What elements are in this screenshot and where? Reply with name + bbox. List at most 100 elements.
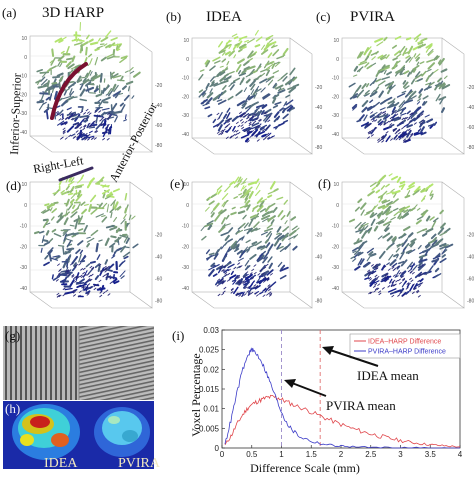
chart-x-tick-label: 0.5	[246, 450, 258, 459]
panel-b-field: 10 0 -10 -20 -30 -40 -20 -40 -60 -80	[182, 29, 322, 155]
panel-d-label: (d)	[6, 178, 21, 193]
panel-c-label: (c)	[316, 9, 330, 24]
svg-text:0: 0	[186, 57, 189, 63]
svg-text:0: 0	[24, 55, 27, 61]
chart-x-tick-label: 4	[458, 450, 463, 459]
svg-text:-10: -10	[182, 224, 189, 230]
chart-x-tick-label: 1	[279, 450, 284, 459]
svg-text:-40: -40	[155, 103, 162, 109]
tag-image-right	[79, 326, 154, 400]
chart-y-tick-label: 0.03	[203, 326, 219, 335]
svg-text:-40: -40	[467, 105, 474, 111]
svg-text:-80: -80	[155, 143, 162, 149]
legend-entry-pvira: PVIRA–HARP Difference	[368, 349, 446, 356]
svg-text:-20: -20	[315, 85, 322, 91]
svg-text:-10: -10	[332, 224, 339, 230]
chart-x-axis-label: Difference Scale (mm)	[250, 461, 360, 475]
chart-y-tick-label: 0.015	[199, 385, 220, 394]
chart-x-tick-label: 1.5	[306, 450, 318, 459]
svg-text:10: 10	[183, 38, 189, 44]
panel-e-field: 10 0 -10 -20 -30 -40 -20 -40 -60 -80	[182, 176, 322, 309]
chart-y-tick-label: 0.025	[199, 346, 220, 355]
chart-y-tick-label: 0	[215, 444, 220, 453]
series-idea-harp-line	[224, 394, 461, 448]
svg-text:-40: -40	[20, 130, 27, 136]
chart-x-tick-label: 2	[339, 450, 344, 459]
svg-text:-20: -20	[467, 233, 474, 239]
svg-text:-40: -40	[315, 255, 322, 261]
svg-text:-80: -80	[155, 299, 162, 305]
svg-text:-10: -10	[182, 76, 189, 82]
chart-y-axis-label: Voxel Percentage	[189, 353, 203, 436]
chart-legend: IDEA–HARP Difference PVIRA–HARP Differen…	[349, 333, 461, 359]
svg-text:10: 10	[183, 182, 189, 188]
svg-text:-60: -60	[155, 123, 162, 129]
svg-text:-20: -20	[182, 94, 189, 100]
svg-text:-40: -40	[467, 255, 474, 261]
svg-text:-40: -40	[182, 286, 189, 292]
svg-text:-20: -20	[332, 244, 339, 250]
chart-y-tick-label: 0.005	[199, 424, 220, 433]
chart-y-tick-label: 0.02	[203, 365, 219, 374]
svg-text:-80: -80	[467, 299, 474, 305]
svg-text:-40: -40	[155, 255, 162, 261]
inferior-superior-label: Inferior-Superior	[7, 73, 24, 155]
large-arrow-shaft	[50, 62, 88, 120]
svg-text:-20: -20	[182, 244, 189, 250]
right-left-arrow	[58, 166, 94, 182]
svg-text:-30: -30	[182, 113, 189, 119]
svg-text:-40: -40	[20, 286, 27, 292]
svg-text:-40: -40	[332, 132, 339, 138]
pvira-mean-annotation: PVIRA mean	[326, 398, 396, 413]
idea-map	[12, 404, 80, 460]
svg-text:0: 0	[24, 203, 27, 209]
svg-text:-20: -20	[20, 92, 27, 98]
chart-x-tick-label: 2.5	[365, 450, 377, 459]
chart-x-tick-label: 3	[398, 450, 403, 459]
tag-images-panel	[3, 326, 154, 400]
series-pvira-harp-line	[224, 347, 460, 449]
svg-text:0: 0	[186, 203, 189, 209]
chart-x-tick-label: 3.5	[425, 450, 437, 459]
panel-b-title: IDEA	[206, 9, 242, 25]
svg-text:-60: -60	[315, 277, 322, 283]
svg-text:-80: -80	[315, 299, 322, 305]
panel-b-label: (b)	[166, 9, 181, 24]
panel-a-title: 3D HARP	[42, 5, 104, 21]
svg-text:-10: -10	[20, 74, 27, 80]
panel-i-label: (i)	[172, 328, 184, 343]
panel-f-field: 10 0 -10 -20 -30 -40 -20 -40 -60 -80	[332, 173, 474, 309]
svg-text:-60: -60	[467, 277, 474, 283]
difference-histogram-chart: (i) Difference Scale (mm) Voxel Percenta…	[172, 326, 463, 475]
panel-h-label: (h)	[5, 401, 20, 416]
svg-text:0: 0	[336, 203, 339, 209]
pvira-mean-arrow	[291, 382, 327, 397]
svg-text:10: 10	[333, 182, 339, 188]
panel-f-label: (f)	[318, 176, 331, 191]
legend-entry-idea: IDEA–HARP Difference	[368, 339, 441, 346]
svg-text:-20: -20	[155, 83, 162, 89]
svg-text:-60: -60	[155, 277, 162, 283]
idea-map-caption: IDEA	[44, 456, 78, 471]
idea-mean-arrow	[329, 349, 379, 367]
svg-text:-30: -30	[332, 113, 339, 119]
svg-text:-60: -60	[467, 125, 474, 131]
svg-text:-40: -40	[182, 132, 189, 138]
idea-mean-annotation: IDEA mean	[357, 368, 419, 383]
svg-text:-60: -60	[315, 125, 322, 131]
svg-text:10: 10	[21, 36, 27, 42]
svg-text:10: 10	[333, 38, 339, 44]
panel-a-field: 10 0 -10 -20 -30 -40 -20 -40 -60 -80	[20, 22, 162, 153]
svg-text:-30: -30	[182, 265, 189, 271]
svg-text:-40: -40	[315, 105, 322, 111]
svg-text:0: 0	[336, 57, 339, 63]
svg-text:-20: -20	[20, 244, 27, 250]
pvira-map	[94, 407, 150, 457]
svg-text:-30: -30	[332, 265, 339, 271]
svg-text:-10: -10	[20, 224, 27, 230]
panel-g-label: (g)	[5, 328, 20, 343]
chart-x-tick-label: 0	[220, 450, 225, 459]
svg-text:-40: -40	[332, 286, 339, 292]
difference-maps-panel	[3, 401, 154, 469]
